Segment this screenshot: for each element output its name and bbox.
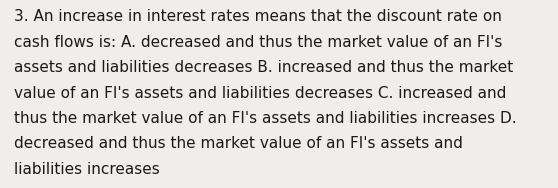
- Text: value of an FI's assets and liabilities decreases C. increased and: value of an FI's assets and liabilities …: [14, 86, 506, 101]
- Text: assets and liabilities decreases B. increased and thus the market: assets and liabilities decreases B. incr…: [14, 60, 513, 75]
- Text: thus the market value of an FI's assets and liabilities increases D.: thus the market value of an FI's assets …: [14, 111, 517, 126]
- Text: decreased and thus the market value of an FI's assets and: decreased and thus the market value of a…: [14, 136, 463, 151]
- Text: liabilities increases: liabilities increases: [14, 162, 160, 177]
- Text: 3. An increase in interest rates means that the discount rate on: 3. An increase in interest rates means t…: [14, 9, 502, 24]
- Text: cash flows is: A. decreased and thus the market value of an FI's: cash flows is: A. decreased and thus the…: [14, 35, 502, 50]
